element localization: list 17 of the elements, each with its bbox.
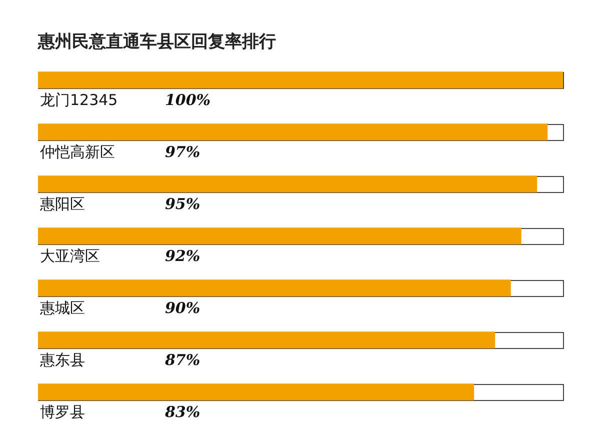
y-tick-label: 惠城区 — [39, 298, 85, 317]
y-tick-label: 博罗县 — [40, 402, 85, 421]
bar — [38, 384, 474, 400]
data-label: 92% — [165, 246, 200, 265]
data-label: 87% — [164, 350, 200, 369]
data-label: 100% — [165, 90, 211, 109]
data-label: 83% — [164, 402, 200, 421]
bar — [38, 332, 496, 348]
y-tick-label: 惠阳区 — [39, 194, 85, 213]
chart-title: 惠州民意直通车县区回复率排行 — [38, 31, 276, 53]
y-tick-label: 龙门12345 — [40, 90, 118, 109]
data-label: 95% — [165, 194, 200, 213]
data-label: 97% — [165, 142, 200, 161]
y-tick-label: 惠东县 — [39, 350, 85, 369]
y-tick-label: 仲恺高新区 — [40, 142, 115, 161]
y-tick-label: 大亚湾区 — [40, 246, 100, 265]
data-label: 90% — [165, 298, 200, 317]
